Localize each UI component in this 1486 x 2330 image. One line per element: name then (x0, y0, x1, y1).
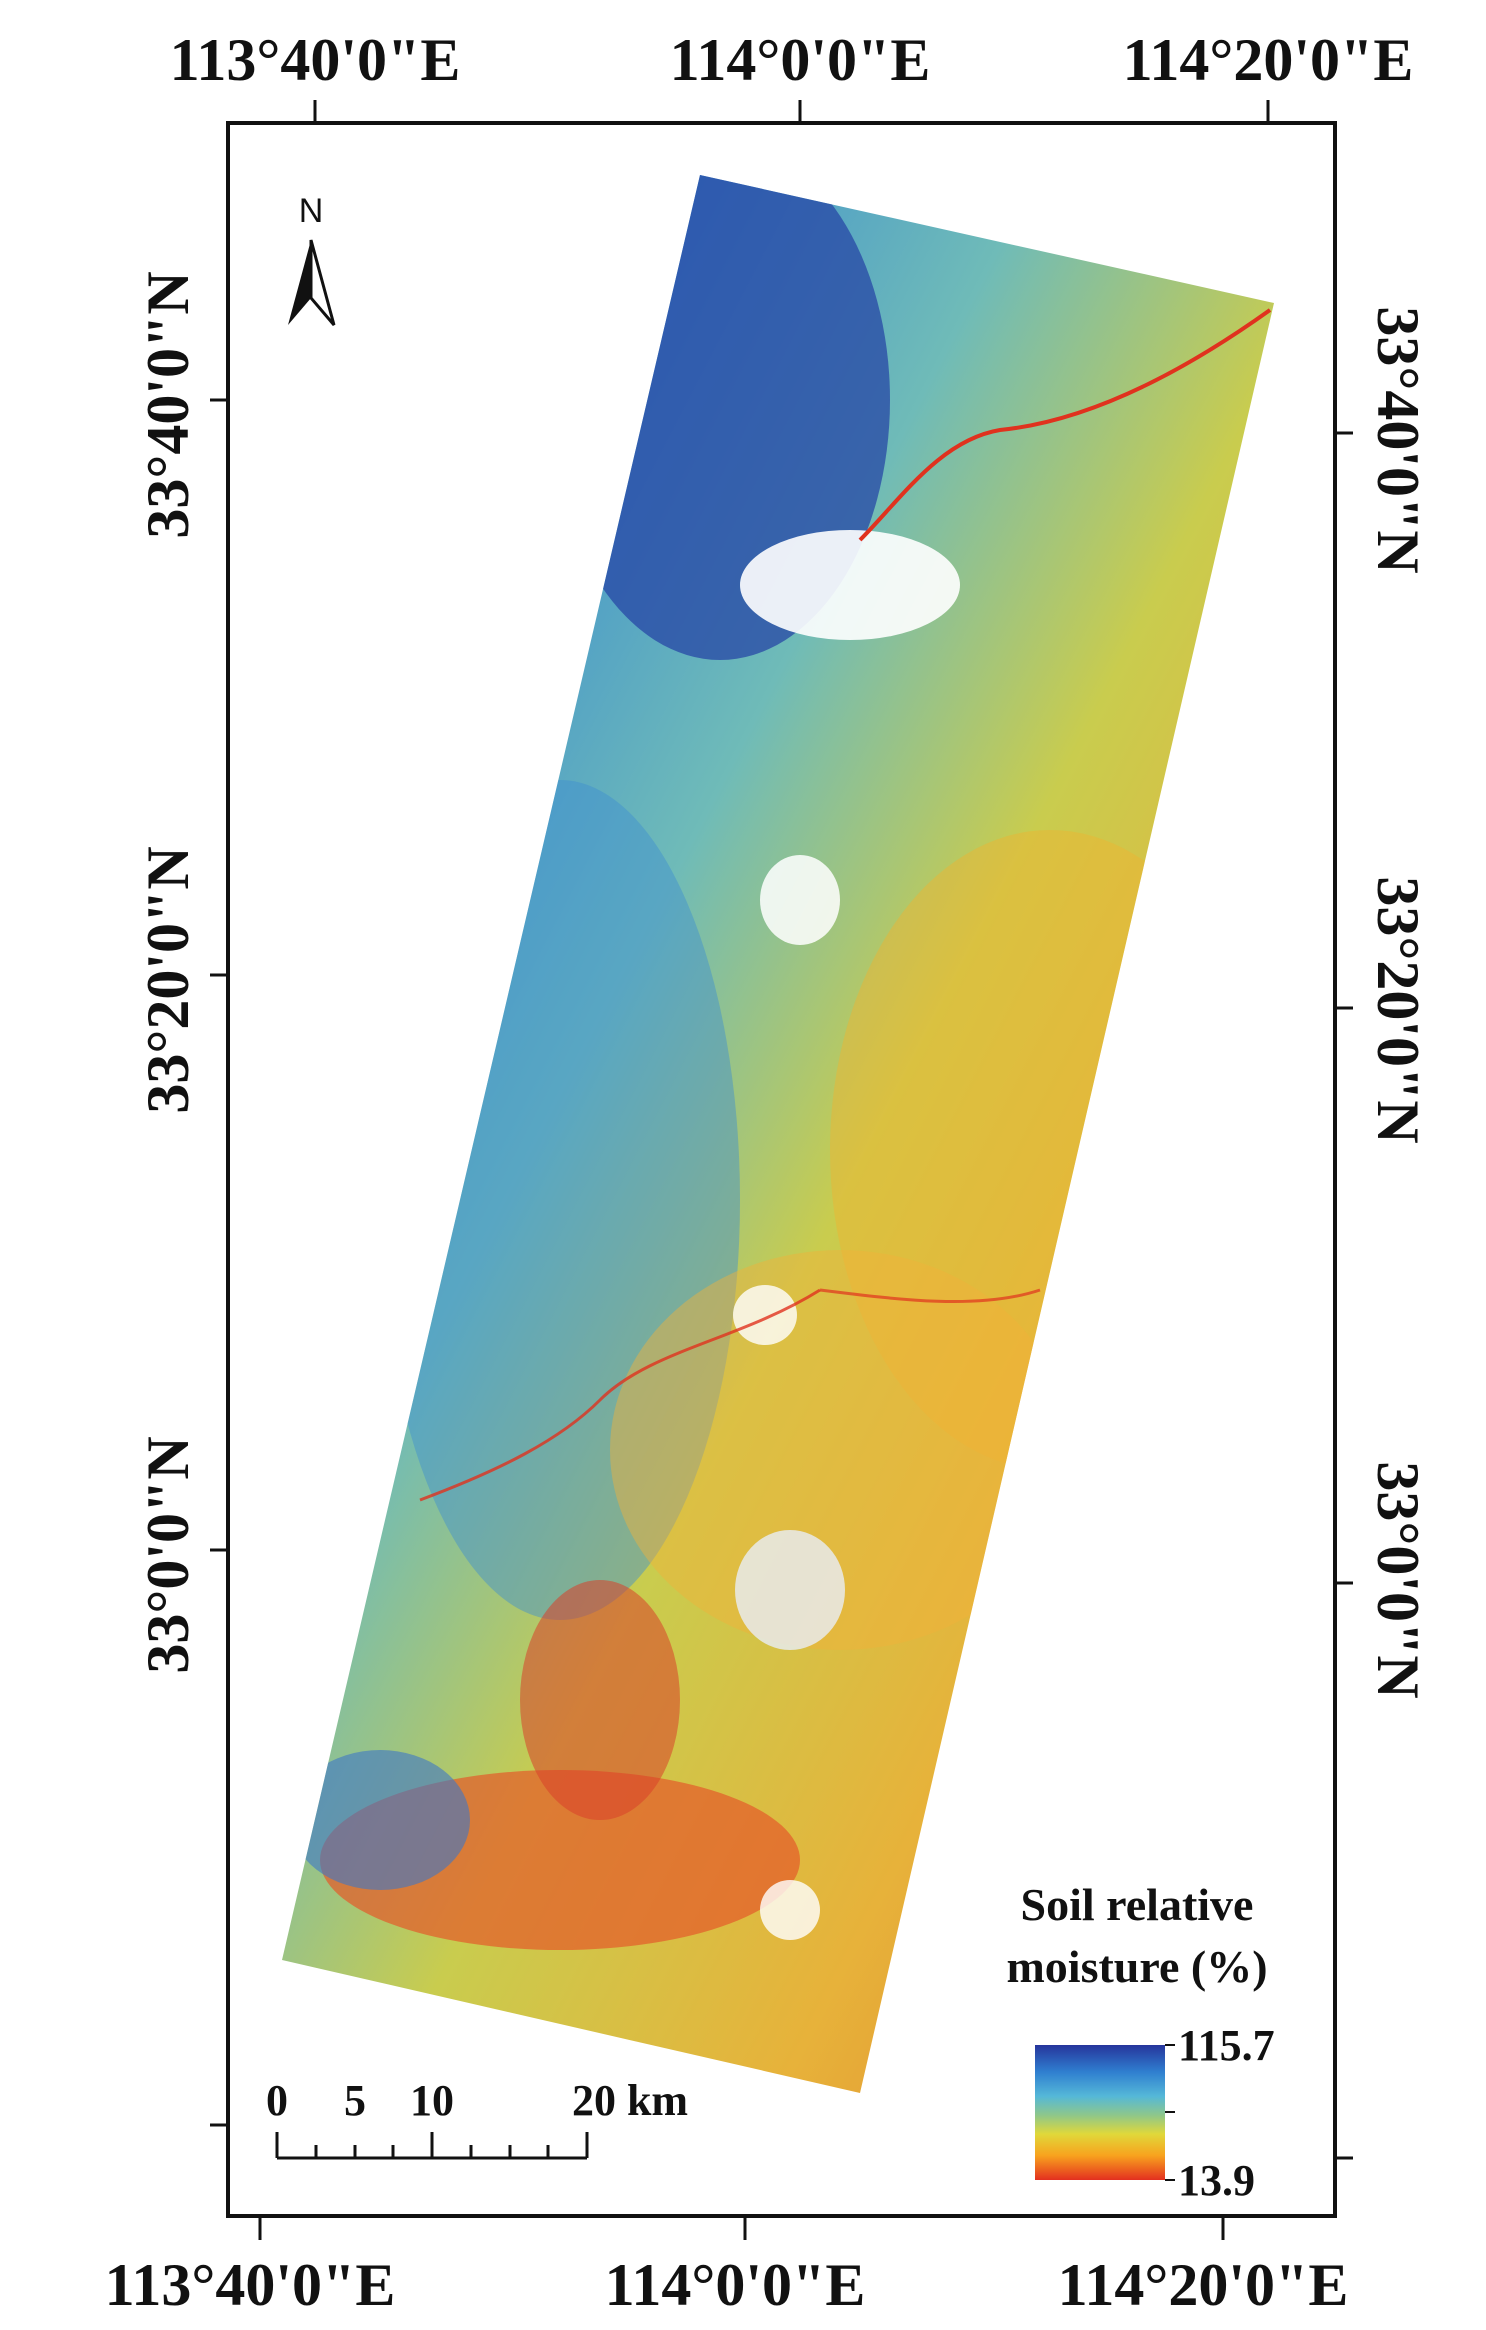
legend: Soil relative moisture (%) 115.7 13.9 (1006, 1879, 1274, 2205)
lat-label-right-3: 33°0'0"N (1365, 1461, 1431, 1698)
north-arrow: N (288, 192, 336, 326)
map-frame (226, 121, 1337, 2218)
legend-title-line2: moisture (%) (1006, 1941, 1267, 1992)
legend-title-line1: Soil relative (1021, 1879, 1254, 1930)
latitude-axis-right: 33°40'0"N 33°20'0"N 33°0'0"N (1335, 306, 1431, 2160)
longitude-axis-bottom: 113°40'0"E 114°0'0"E 114°20'0"E (105, 2216, 1349, 2318)
lon-label-top-1: 113°40'0"E (170, 27, 461, 93)
lon-label-top-2: 114°0'0"E (670, 27, 931, 93)
legend-min-label: 13.9 (1178, 2156, 1255, 2205)
lat-label-right-1: 33°40'0"N (1365, 306, 1431, 573)
lon-label-bottom-2: 114°0'0"E (605, 2252, 866, 2318)
scale-label-0: 0 (266, 2076, 288, 2125)
lat-label-left-3: 33°0'0"N (135, 1436, 201, 1673)
scale-bar: 0 5 10 20 km (266, 2076, 688, 2160)
lon-label-top-3: 114°20'0"E (1123, 27, 1414, 93)
lat-label-left-1: 33°40'0"N (135, 271, 201, 538)
latitude-axis-left: 33°40'0"N 33°20'0"N 33°0'0"N (135, 271, 228, 2127)
lat-label-right-2: 33°20'0"N (1365, 876, 1431, 1143)
scale-label-20km: 20 km (572, 2076, 688, 2125)
lat-label-left-2: 33°20'0"N (135, 846, 201, 1113)
longitude-axis-top: 113°40'0"E 114°0'0"E 114°20'0"E (170, 27, 1414, 123)
north-arrow-label: N (299, 192, 324, 230)
lon-label-bottom-3: 114°20'0"E (1058, 2252, 1349, 2318)
legend-color-ramp (1035, 2045, 1165, 2180)
north-arrow-icon (288, 240, 311, 325)
lon-label-bottom-1: 113°40'0"E (105, 2252, 396, 2318)
legend-max-label: 115.7 (1178, 2021, 1275, 2070)
scale-label-10: 10 (410, 2076, 454, 2125)
scale-label-5: 5 (344, 2076, 366, 2125)
soil-moisture-raster (282, 175, 1274, 2093)
